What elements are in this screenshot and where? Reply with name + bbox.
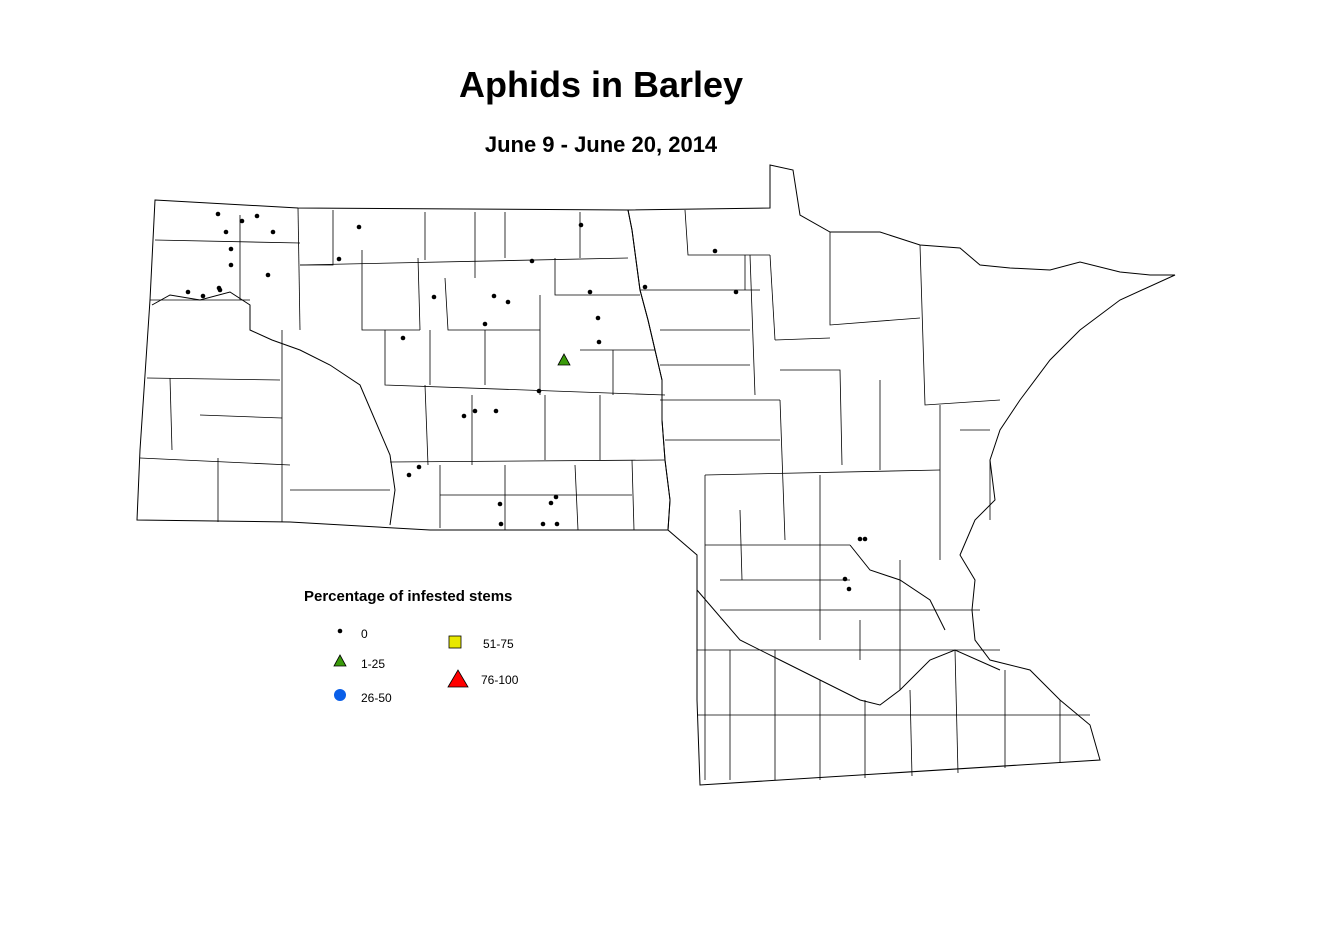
site-marker <box>406 472 412 478</box>
site-marker <box>223 229 229 235</box>
county-boundary <box>780 369 843 466</box>
county-boundary <box>424 384 429 466</box>
county-boundary <box>704 469 941 476</box>
legend-symbol-circle <box>334 689 346 701</box>
county-boundary <box>154 239 301 244</box>
mississippi-river <box>696 589 1001 706</box>
map-subtitle: June 9 - June 20, 2014 <box>484 132 718 157</box>
legend-symbol-square <box>448 635 462 649</box>
county-boundary <box>384 330 666 396</box>
site-marker <box>336 256 342 262</box>
site-marker <box>595 315 601 321</box>
site-marker <box>493 408 499 414</box>
site-marker <box>536 388 542 394</box>
county-boundary <box>749 254 756 396</box>
site-marker <box>239 218 245 224</box>
site-marker <box>254 213 260 219</box>
county-boundary <box>909 689 913 777</box>
site-marker <box>596 339 602 345</box>
legend-title: Percentage of infested stems <box>304 588 513 605</box>
site-marker <box>554 521 560 527</box>
county-boundary <box>774 337 831 341</box>
site-marker <box>846 586 852 592</box>
legend-label-0: 0 <box>361 627 368 641</box>
county-boundary <box>169 377 173 451</box>
site-marker <box>461 413 467 419</box>
site-marker <box>642 284 648 290</box>
north-dakota-outline <box>136 199 671 531</box>
site-marker <box>228 262 234 268</box>
legend-label-1-25: 1-25 <box>361 657 386 671</box>
site-marker <box>431 294 437 300</box>
legend-symbol-triangle <box>333 654 347 667</box>
county-boundary <box>779 399 786 541</box>
county-boundary <box>769 254 776 341</box>
legend-symbol-small-dot <box>337 628 343 634</box>
site-marker <box>712 248 718 254</box>
county-boundary <box>199 414 283 419</box>
site-marker <box>185 289 191 295</box>
site-marker <box>505 299 511 305</box>
site-marker <box>540 521 546 527</box>
site-marker <box>529 258 535 264</box>
county-boundary <box>919 244 1001 406</box>
site-marker <box>862 536 868 542</box>
site-marker <box>497 501 503 507</box>
site-marker <box>482 321 488 327</box>
site-marker <box>217 287 223 293</box>
legend-symbol-large-triangle <box>447 669 469 688</box>
site-marker <box>733 289 739 295</box>
county-boundary <box>684 209 770 256</box>
site-marker <box>356 224 362 230</box>
county-boundary <box>417 257 421 331</box>
site-marker <box>857 536 863 542</box>
county-boundary <box>297 207 301 331</box>
site-marker <box>842 576 848 582</box>
county-boundary <box>554 258 640 296</box>
county-boundary <box>300 210 334 266</box>
site-marker <box>215 211 221 217</box>
county-boundary <box>574 464 579 531</box>
county-boundary <box>631 459 635 531</box>
site-marker <box>472 408 478 414</box>
site-marker <box>578 222 584 228</box>
map-title: Aphids in Barley <box>458 64 744 105</box>
site-marker <box>557 353 571 366</box>
county-boundary <box>146 377 281 381</box>
missouri-river <box>151 291 396 526</box>
county-boundary <box>139 457 291 466</box>
legend-label-51-75: 51-75 <box>483 637 514 651</box>
county-boundary <box>829 232 921 326</box>
minnesota-outline <box>627 164 1176 786</box>
county-boundary <box>389 459 666 463</box>
site-marker <box>548 500 554 506</box>
site-marker <box>491 293 497 299</box>
site-marker <box>553 494 559 500</box>
site-marker <box>498 521 504 527</box>
legend-label-76-100: 76-100 <box>481 673 519 687</box>
site-marker <box>416 464 422 470</box>
site-marker <box>228 246 234 252</box>
county-boundary <box>361 250 420 331</box>
site-marker <box>200 293 206 299</box>
site-marker <box>265 272 271 278</box>
legend-label-26-50: 26-50 <box>361 691 392 705</box>
site-marker <box>270 229 276 235</box>
minnesota-river <box>849 544 946 631</box>
county-boundary <box>444 277 540 331</box>
site-marker <box>587 289 593 295</box>
site-marker <box>400 335 406 341</box>
county-boundary <box>954 649 959 774</box>
county-boundary <box>299 257 629 266</box>
